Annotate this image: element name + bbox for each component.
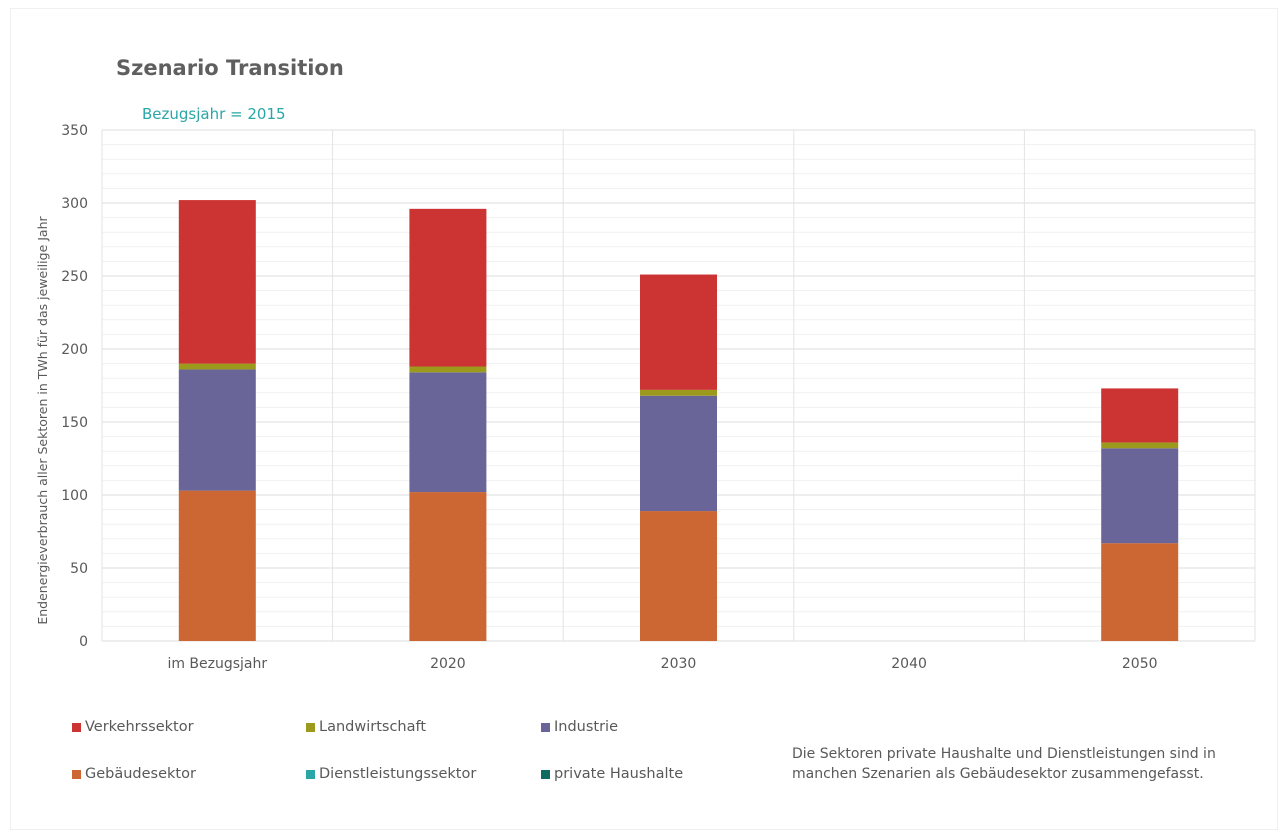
legend-swatch bbox=[541, 769, 550, 779]
bar-segment-geb-udesektor bbox=[178, 490, 256, 641]
chart-subtitle: Bezugsjahr = 2015 bbox=[142, 105, 286, 123]
bar-segment-landwirtschaft bbox=[1101, 442, 1179, 449]
bar-segment-geb-udesektor bbox=[1101, 543, 1179, 641]
bar-segment-industrie bbox=[178, 369, 256, 491]
bar-segment-landwirtschaft bbox=[640, 389, 717, 396]
legend-label: private Haushalte bbox=[554, 766, 684, 782]
x-tick-label: 2050 bbox=[1122, 656, 1158, 672]
y-tick-label: 250 bbox=[61, 269, 88, 285]
x-tick-label: 2040 bbox=[891, 656, 927, 672]
bar-segment-industrie bbox=[409, 372, 487, 493]
legend-label: Gebäudesektor bbox=[85, 766, 196, 782]
y-axis-label: Endenergieverbrauch aller Sektoren in TW… bbox=[35, 216, 50, 625]
y-tick-label: 200 bbox=[61, 342, 88, 358]
legend-label: Industrie bbox=[554, 719, 619, 735]
legend-item-dienstleistungssektor: Dienstleistungssektor bbox=[306, 766, 476, 782]
legend-swatch bbox=[306, 769, 315, 779]
chart-title: Szenario Transition bbox=[116, 56, 344, 80]
sector-note: Die Sektoren private Haushalte und Diens… bbox=[792, 744, 1262, 784]
legend-item-gebaeudesektor: Gebäudesektor bbox=[72, 766, 196, 782]
bar-segment-geb-udesektor bbox=[640, 511, 717, 641]
legend-label: Landwirtschaft bbox=[319, 719, 427, 735]
bar-segment-geb-udesektor bbox=[409, 492, 487, 641]
legend-item-landwirtschaft: Landwirtschaft bbox=[306, 719, 426, 735]
bar-segment-landwirtschaft bbox=[178, 363, 256, 370]
bar-segment-industrie bbox=[640, 395, 717, 512]
bar-segment-verkehrssektor bbox=[409, 208, 487, 367]
y-tick-label: 50 bbox=[70, 561, 88, 577]
x-tick-label: im Bezugsjahr bbox=[167, 656, 267, 672]
legend-swatch bbox=[72, 722, 81, 732]
legend-label: Dienstleistungssektor bbox=[319, 766, 477, 782]
bar-segment-industrie bbox=[1101, 448, 1179, 544]
legend-label: Verkehrssektor bbox=[85, 719, 194, 735]
bar-segment-landwirtschaft bbox=[409, 366, 487, 373]
x-tick-label: 2030 bbox=[661, 656, 697, 672]
bar-segment-verkehrssektor bbox=[1101, 388, 1179, 443]
sector-note-line: Die Sektoren private Haushalte und Diens… bbox=[792, 746, 1216, 762]
sector-note-line: manchen Szenarien als Gebäudesektor zusa… bbox=[792, 766, 1204, 782]
chart-frame bbox=[10, 8, 1278, 830]
y-tick-label: 0 bbox=[79, 634, 88, 650]
y-tick-label: 150 bbox=[61, 415, 88, 431]
legend-item-verkehrssektor: Verkehrssektor bbox=[72, 719, 194, 735]
legend-item-private-haushalte: private Haushalte bbox=[541, 766, 683, 782]
bar-segment-verkehrssektor bbox=[640, 274, 717, 390]
y-tick-label: 300 bbox=[61, 196, 88, 212]
bar-segment-verkehrssektor bbox=[178, 200, 256, 364]
y-tick-label: 350 bbox=[61, 123, 88, 139]
legend-swatch bbox=[72, 769, 81, 779]
legend-swatch bbox=[541, 722, 550, 732]
legend-swatch bbox=[306, 722, 315, 732]
legend-item-industrie: Industrie bbox=[541, 719, 618, 735]
x-tick-label: 2020 bbox=[430, 656, 466, 672]
y-tick-label: 100 bbox=[61, 488, 88, 504]
